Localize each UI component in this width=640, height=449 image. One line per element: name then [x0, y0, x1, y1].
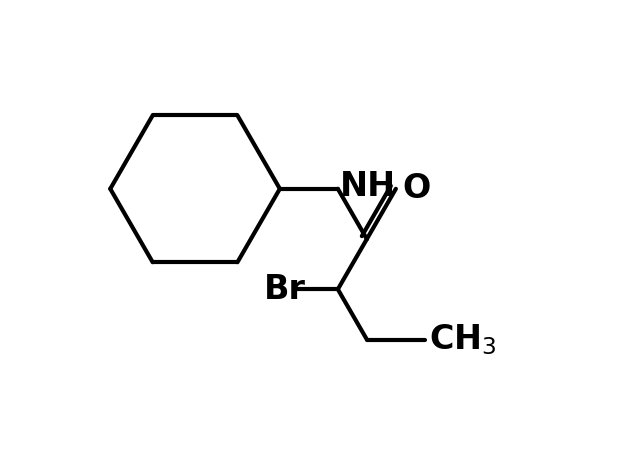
Text: CH$_3$: CH$_3$	[429, 322, 497, 357]
Text: Br: Br	[264, 273, 306, 306]
Text: NH: NH	[340, 170, 396, 203]
Text: O: O	[403, 172, 431, 205]
